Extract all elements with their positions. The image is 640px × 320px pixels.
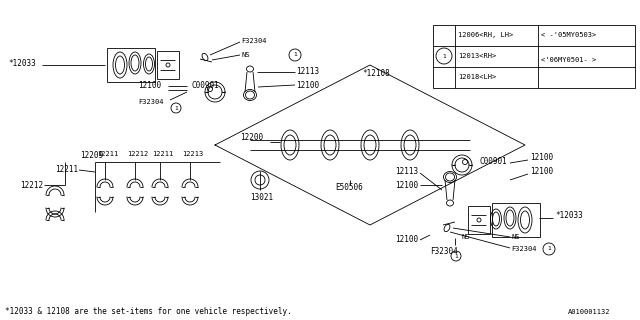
- Text: 12006<RH, LH>: 12006<RH, LH>: [458, 32, 513, 38]
- Text: 12100: 12100: [138, 82, 161, 91]
- Text: 1: 1: [442, 53, 446, 59]
- Text: 12211: 12211: [152, 151, 173, 157]
- Bar: [157, 51, 179, 79]
- Text: 12018<LH>: 12018<LH>: [458, 74, 496, 80]
- Text: 12100: 12100: [296, 81, 319, 90]
- Text: NS: NS: [511, 234, 520, 240]
- Text: 12113: 12113: [395, 167, 418, 177]
- Text: 12212: 12212: [20, 180, 43, 189]
- Text: 1: 1: [454, 253, 458, 259]
- Text: 12212: 12212: [127, 151, 148, 157]
- Text: 12113: 12113: [296, 68, 319, 76]
- Text: 13021: 13021: [250, 193, 273, 202]
- Bar: [492, 203, 540, 237]
- Text: 12211: 12211: [55, 165, 78, 174]
- Text: *12033 & 12108 are the set-items for one vehicle respectively.: *12033 & 12108 are the set-items for one…: [5, 308, 292, 316]
- Bar: [433, 25, 635, 88]
- Text: C00901: C00901: [192, 82, 220, 91]
- Text: A010001132: A010001132: [568, 309, 611, 315]
- Text: C00901: C00901: [480, 157, 508, 166]
- Text: *12033: *12033: [555, 211, 583, 220]
- Text: <'06MY0501- >: <'06MY0501- >: [541, 57, 596, 63]
- Text: E50506: E50506: [335, 182, 363, 191]
- Text: NS: NS: [461, 234, 470, 240]
- Text: 12100: 12100: [395, 180, 418, 189]
- Text: 1: 1: [174, 106, 178, 110]
- Text: 12213: 12213: [182, 151, 204, 157]
- Text: F32304: F32304: [430, 247, 458, 257]
- Text: *12033: *12033: [8, 59, 36, 68]
- Bar: [107, 48, 155, 82]
- Text: 12100: 12100: [530, 167, 553, 177]
- Text: F32304: F32304: [138, 99, 163, 105]
- Text: 12013<RH>: 12013<RH>: [458, 53, 496, 59]
- Text: 12100: 12100: [395, 236, 418, 244]
- Text: 1: 1: [293, 52, 297, 58]
- Text: 12200: 12200: [240, 132, 263, 141]
- Text: < -'05MY0503>: < -'05MY0503>: [541, 32, 596, 38]
- Text: 1: 1: [547, 246, 551, 252]
- Text: 12211: 12211: [97, 151, 118, 157]
- Text: 12100: 12100: [530, 154, 553, 163]
- Text: *12108: *12108: [362, 68, 390, 77]
- Text: 12209: 12209: [80, 150, 103, 159]
- Text: F32304: F32304: [511, 246, 536, 252]
- Text: NS: NS: [241, 52, 250, 58]
- Bar: [468, 206, 490, 234]
- Text: F32304: F32304: [241, 38, 266, 44]
